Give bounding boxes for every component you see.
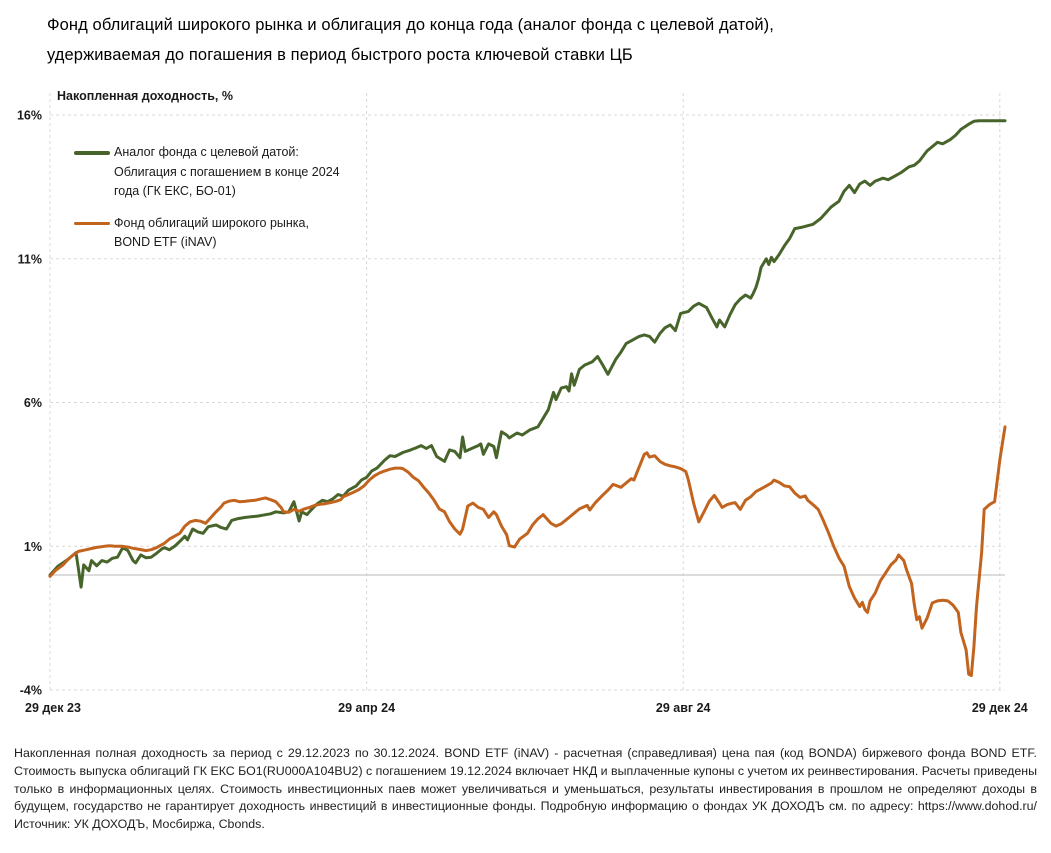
x-tick-label: 29 дек 23 bbox=[25, 701, 81, 715]
x-tick-label: 29 дек 24 bbox=[972, 701, 1028, 715]
legend-swatch-orange-line bbox=[74, 221, 110, 225]
y-tick-label: 11% bbox=[18, 252, 42, 266]
chart-plot: 16% 11% 6% 1% -4% 29 дек 23 29 апр 24 29 авг 24… bbox=[17, 93, 1028, 715]
disclaimer-text: Накопленная полная доходность за период … bbox=[14, 746, 1037, 832]
legend-label: Аналог фонда с целевой датой: Облигация … bbox=[114, 145, 340, 198]
x-tick-label: 29 авг 24 bbox=[656, 701, 711, 715]
legend-swatch-green-line bbox=[74, 151, 110, 155]
legend: Аналог фонда с целевой датой: Облигация … bbox=[74, 143, 340, 265]
y-tick-label: -4% bbox=[20, 684, 42, 698]
legend-item-bond-etf: Фонд облигаций широкого рынка, BOND ETF … bbox=[74, 214, 340, 253]
legend-label: Фонд облигаций широкого рынка, BOND ETF … bbox=[114, 215, 309, 250]
y-tick-label: 16% bbox=[17, 109, 42, 123]
series-line-target-date-bond bbox=[48, 119, 1007, 589]
y-axis-title: Накопленная доходность, % bbox=[57, 89, 233, 103]
series-line-bond-etf bbox=[48, 425, 1007, 678]
legend-item-target-date-bond: Аналог фонда с целевой датой: Облигация … bbox=[74, 143, 340, 202]
y-tick-label: 6% bbox=[24, 396, 42, 410]
chart-title: Фонд облигаций широкого рынка и облигаци… bbox=[47, 16, 774, 64]
y-tick-label: 1% bbox=[24, 540, 42, 554]
x-tick-label: 29 апр 24 bbox=[338, 701, 395, 715]
